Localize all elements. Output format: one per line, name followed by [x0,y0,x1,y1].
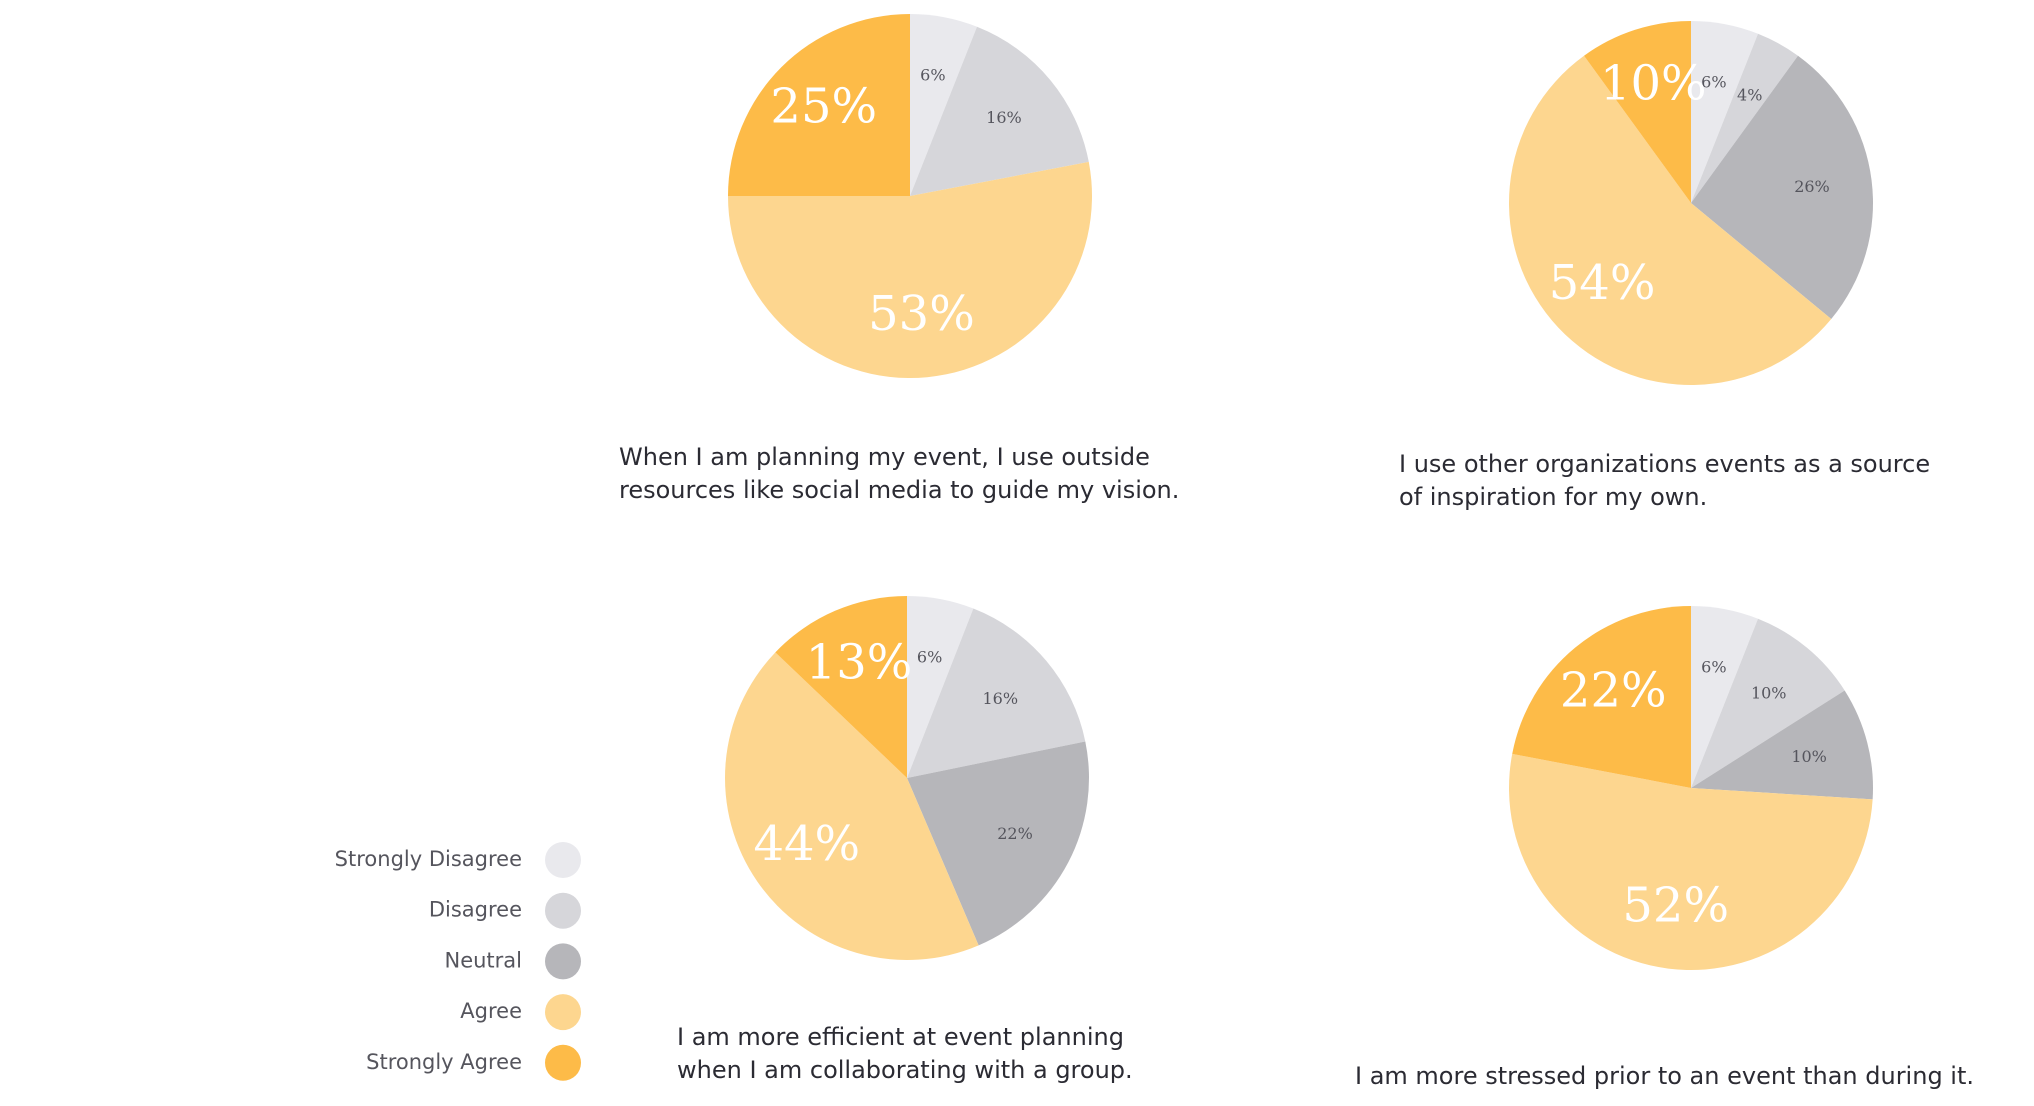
slice-label: 44% [753,816,860,872]
slice-label: 54% [1549,255,1656,311]
pie-slice [1691,21,1758,203]
legend-swatch [545,943,581,980]
pie-slice [1691,618,1845,788]
pie-slice [1691,690,1874,800]
pie-slice [1509,753,1873,970]
legend-label: Agree [460,999,522,1023]
slice-label: 4% [1737,86,1762,105]
slice-label: 26% [1794,177,1830,196]
slice-label: 16% [986,108,1022,127]
pie-slice [907,741,1089,946]
pie-slice [910,26,1089,196]
legend-swatch [545,842,581,878]
slice-label: 22% [1560,663,1667,719]
legend-label: Strongly Agree [366,1050,522,1074]
chart-title: resources like social media to guide my … [619,476,1179,504]
legend-label: Strongly Disagree [335,847,522,871]
chart-title: I use other organizations events as a so… [1399,450,1930,478]
legend-swatch [545,892,581,929]
pie-slice [728,14,910,196]
pie-slice [907,596,974,778]
slice-label: 52% [1622,877,1729,933]
pie-slice [910,14,977,196]
pie-slice [728,161,1092,378]
slice-label: 22% [997,824,1033,843]
legend-swatch [545,994,581,1031]
slice-label: 10% [1791,747,1827,766]
slice-label: 6% [1701,73,1726,92]
slice-label: 10% [1600,56,1707,112]
pie-slice [1584,21,1691,203]
pie-slice [1512,606,1691,788]
slice-label: 6% [920,66,945,85]
slice-label: 53% [868,286,975,342]
pie-slice [1508,55,1832,385]
pie-slice [1691,33,1798,204]
legend-label: Disagree [429,898,522,922]
slice-label: 13% [806,634,913,690]
pie-slice [907,608,1086,778]
slice-label: 6% [1701,658,1726,677]
chart-title: of inspiration for my own. [1399,483,1707,511]
slice-label: 25% [770,78,877,134]
pie-slice [775,596,907,778]
pie-slice [1691,606,1758,788]
legend-label: Neutral [444,948,522,972]
chart-title: I am more stressed prior to an event tha… [1355,1062,1974,1090]
pie-slice [1691,55,1873,320]
chart-title: when I am collaborating with a group. [677,1056,1133,1084]
slice-label: 6% [917,648,942,667]
pie-slice [725,652,979,960]
chart-title: I am more efficient at event planning [677,1023,1124,1051]
slice-label: 16% [982,689,1018,708]
legend-swatch [545,1044,581,1081]
slice-label: 10% [1751,684,1787,703]
chart-title: When I am planning my event, I use outsi… [619,443,1150,471]
